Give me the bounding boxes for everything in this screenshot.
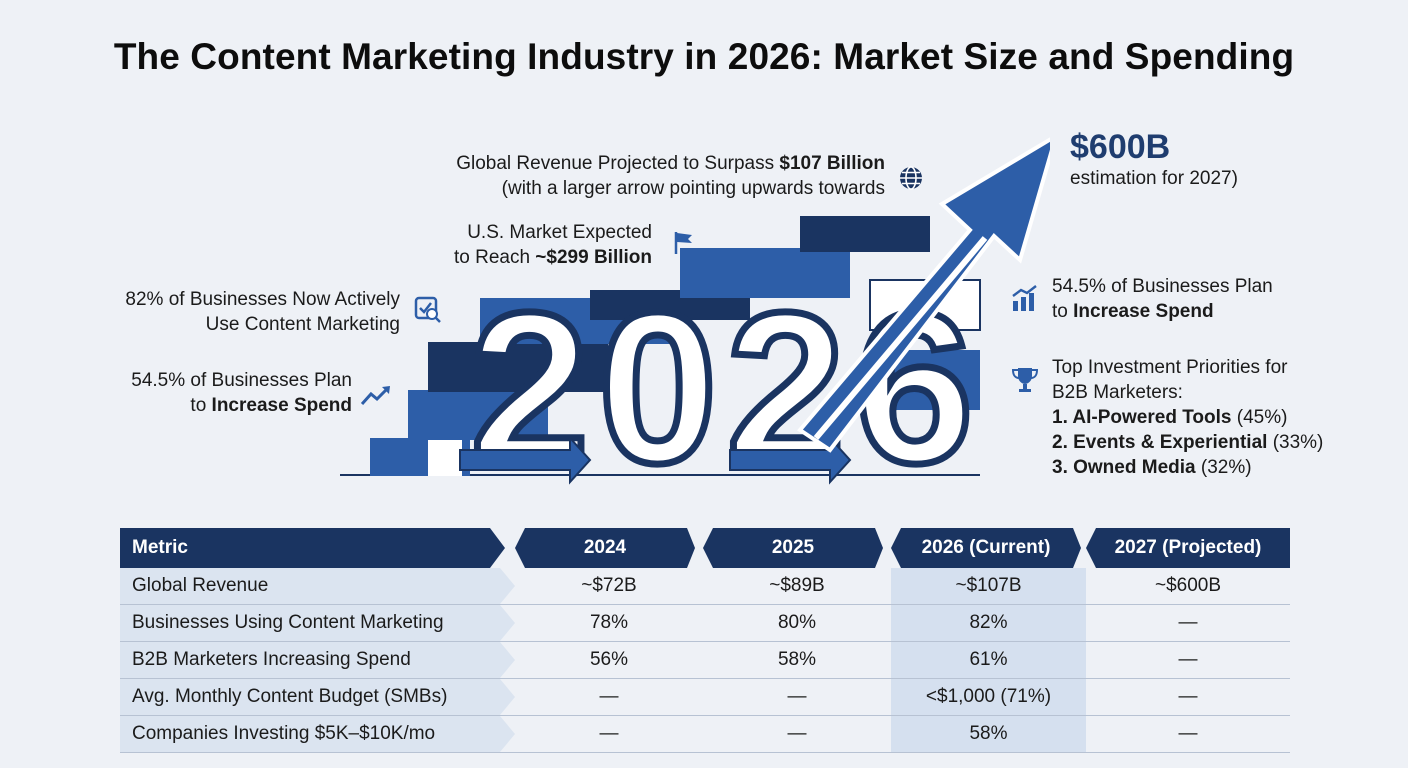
value-cell: ~$72B [581, 575, 637, 596]
value-cell: 61% [969, 649, 1008, 670]
priorities-callout: Top Investment Priorities for B2B Market… [1052, 355, 1372, 480]
metric-cell-background [120, 642, 515, 678]
page-title: The Content Marketing Industry in 2026: … [113, 36, 1295, 77]
metrics-table: Metric 2024 2025 2026 (Current) 2027 (Pr… [120, 528, 1290, 753]
globe-icon [900, 166, 922, 190]
table-header-row: Metric 2024 2025 2026 (Current) 2027 (Pr… [120, 528, 1290, 568]
header-2027: 2027 (Projected) [1086, 528, 1290, 568]
value-cell: — [787, 686, 807, 707]
priority-item: 3. Owned Media (32%) [1052, 457, 1252, 478]
value-cell: ~$600B [1154, 575, 1222, 596]
checklist-search-icon [414, 296, 441, 323]
metric-cell-background [120, 679, 515, 715]
value-cell: — [1178, 612, 1198, 633]
value-cell: ~$107B [955, 575, 1022, 596]
bar-chart-growth-icon [1012, 285, 1037, 311]
value-cell: 56% [589, 649, 629, 670]
value-cell: <$1,000 (71%) [925, 686, 1052, 707]
current-year-highlight [891, 716, 1086, 752]
header-metric: Metric [120, 528, 505, 568]
header-2024: 2024 [515, 528, 695, 568]
header-2025: 2025 [703, 528, 883, 568]
table-row: Companies Investing $5K–$10K/mo — — 58% — [120, 716, 1290, 753]
flag-icon [674, 232, 692, 254]
metric-cell-background [120, 716, 515, 752]
metric-cell-background [120, 605, 515, 641]
spend-left-callout: 54.5% of Businesses Plan to Increase Spe… [131, 370, 352, 416]
metric-label-cell: Global Revenue [132, 575, 269, 596]
table-row: B2B Marketers Increasing Spend 56% 58% 61% — [120, 642, 1290, 679]
metric-cell-background [120, 568, 515, 604]
table-row: Global Revenue ~$72B ~$89B ~$107B ~$600B [120, 568, 1290, 605]
metric-label-cell: Businesses Using Content Marketing [132, 612, 444, 633]
current-year-highlight [891, 568, 1086, 604]
global-revenue-callout: Global Revenue Projected to Surpass $107… [456, 153, 885, 199]
value-cell: 58% [777, 649, 817, 670]
metric-label-cell: Companies Investing $5K–$10K/mo [132, 723, 436, 744]
spend-right-callout: 54.5% of Businesses Plan to Increase Spe… [1052, 276, 1273, 322]
value-cell: — [599, 723, 619, 744]
value-cell: — [1178, 649, 1198, 670]
year-digit: 0 [598, 267, 718, 490]
value-cell: ~$89B [769, 575, 825, 596]
value-cell: — [1178, 686, 1198, 707]
value-cell: 80% [777, 612, 817, 633]
trend-up-icon [360, 386, 390, 406]
value-cell: — [599, 686, 619, 707]
header-2026: 2026 (Current) [891, 528, 1081, 568]
value-cell: 82% [969, 612, 1008, 633]
metric-label-cell: B2B Marketers Increasing Spend [132, 649, 411, 670]
current-year-highlight [891, 679, 1086, 715]
table-row: Avg. Monthly Content Budget (SMBs) — — <$1,… [120, 679, 1290, 716]
value-cell: — [787, 723, 807, 744]
current-year-highlight [891, 642, 1086, 678]
projection-value: $600B [1070, 128, 1171, 166]
priority-item: 2. Events & Experiential (33%) [1052, 432, 1324, 453]
value-cell: 58% [969, 723, 1008, 744]
us-market-callout: U.S. Market Expected to Reach ~$299 Bill… [453, 222, 652, 268]
projection-label: estimation for 2027) [1070, 168, 1238, 189]
value-cell: 78% [589, 612, 629, 633]
priority-item: 1. AI-Powered Tools (45%) [1052, 407, 1288, 428]
adoption-callout: 82% of Businesses Now Actively Use Conte… [125, 289, 400, 335]
metric-label-cell: Avg. Monthly Content Budget (SMBs) [132, 686, 448, 707]
trophy-icon [1011, 368, 1039, 392]
table-row: Businesses Using Content Marketing 78% 80%… [120, 605, 1290, 642]
growth-staircase-illustration: 2 0 2 6 [340, 137, 1050, 490]
current-year-highlight [891, 605, 1086, 641]
value-cell: — [1178, 723, 1198, 744]
